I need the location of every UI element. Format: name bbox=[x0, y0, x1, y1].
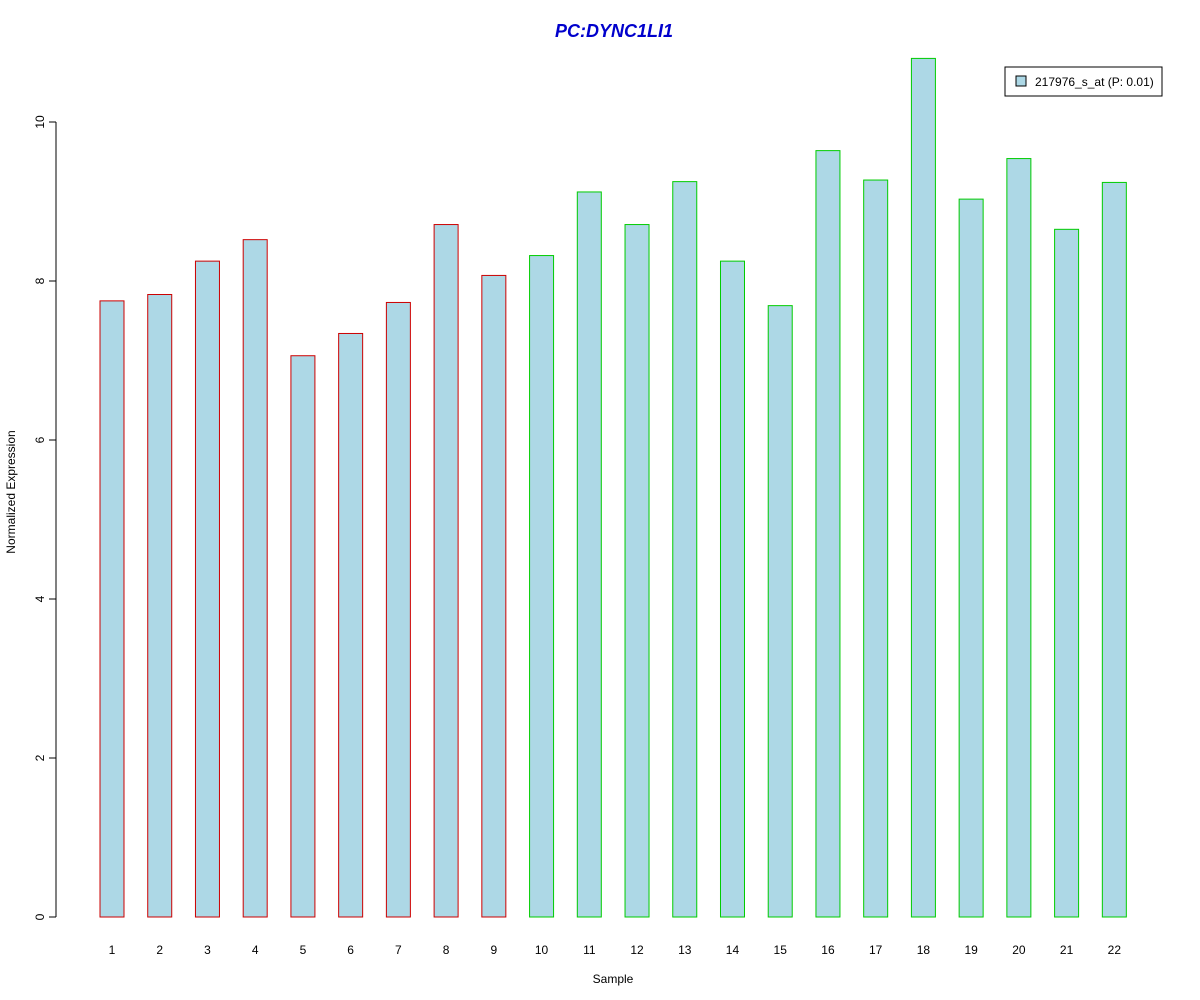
legend-box bbox=[1004, 66, 1163, 97]
bar-sample-22 bbox=[1101, 181, 1127, 918]
legend-swatch bbox=[1015, 75, 1027, 87]
y-tick-label: 10 bbox=[33, 115, 47, 129]
y-tick-label: 8 bbox=[33, 277, 47, 284]
x-tick-label: 18 bbox=[917, 943, 931, 957]
bar-sample-4 bbox=[242, 239, 268, 918]
x-tick-label: 20 bbox=[1012, 943, 1026, 957]
bar-sample-9 bbox=[481, 274, 507, 918]
x-tick-labels: 1 2 3 4 5 6 7 8 9 10 11 12 13 14 15 16 17 18 19 20 21 22 bbox=[109, 943, 1122, 957]
bar-sample-12 bbox=[624, 224, 650, 918]
x-tick-label: 2 bbox=[156, 943, 163, 957]
x-tick-label: 13 bbox=[678, 943, 692, 957]
x-tick-label: 14 bbox=[726, 943, 740, 957]
x-axis-label: Sample bbox=[593, 972, 634, 986]
x-tick-label: 21 bbox=[1060, 943, 1074, 957]
bar-sample-11 bbox=[576, 191, 602, 918]
x-tick-label: 16 bbox=[821, 943, 835, 957]
bar-sample-6 bbox=[338, 332, 364, 918]
y-tick-label: 6 bbox=[33, 436, 47, 443]
x-tick-label: 22 bbox=[1108, 943, 1122, 957]
y-tick-label: 0 bbox=[33, 913, 47, 920]
bar-sample-3 bbox=[194, 260, 220, 918]
bar-sample-17 bbox=[863, 179, 889, 918]
bar-sample-13 bbox=[672, 181, 698, 918]
bar-sample-8 bbox=[433, 224, 459, 918]
bars bbox=[99, 57, 1127, 918]
x-tick-label: 4 bbox=[252, 943, 259, 957]
bar-sample-5 bbox=[290, 355, 316, 918]
x-tick-label: 9 bbox=[490, 943, 497, 957]
legend: 217976_s_at (P: 0.01) bbox=[1004, 66, 1163, 97]
y-axis: 0 2 4 6 8 10 bbox=[33, 115, 57, 920]
x-tick-label: 10 bbox=[535, 943, 549, 957]
bar-sample-14 bbox=[719, 260, 745, 918]
x-tick-label: 6 bbox=[347, 943, 354, 957]
x-tick-label: 5 bbox=[300, 943, 307, 957]
x-tick-label: 3 bbox=[204, 943, 211, 957]
bar-sample-18 bbox=[910, 57, 936, 918]
chart-title: PC:DYNC1LI1 bbox=[555, 21, 673, 41]
bar-sample-20 bbox=[1006, 158, 1032, 918]
x-tick-label: 17 bbox=[869, 943, 883, 957]
x-tick-label: 19 bbox=[964, 943, 978, 957]
y-tick-label: 2 bbox=[33, 754, 47, 761]
bar-sample-2 bbox=[147, 294, 173, 918]
bar-sample-21 bbox=[1054, 228, 1080, 918]
x-tick-label: 15 bbox=[774, 943, 788, 957]
x-tick-label: 8 bbox=[443, 943, 450, 957]
bar-sample-1 bbox=[99, 300, 125, 918]
bar-sample-7 bbox=[385, 301, 411, 918]
x-tick-label: 7 bbox=[395, 943, 402, 957]
x-tick-label: 11 bbox=[583, 943, 596, 957]
y-axis-label: Normalized Expression bbox=[4, 430, 18, 553]
bar-sample-19 bbox=[958, 198, 984, 918]
x-tick-label: 12 bbox=[630, 943, 644, 957]
y-tick-label: 4 bbox=[33, 595, 47, 602]
legend-label: 217976_s_at (P: 0.01) bbox=[1035, 75, 1154, 89]
bar-sample-16 bbox=[815, 150, 841, 918]
x-tick-label: 1 bbox=[109, 943, 116, 957]
bar-sample-10 bbox=[529, 255, 555, 918]
bar-sample-15 bbox=[767, 305, 793, 918]
